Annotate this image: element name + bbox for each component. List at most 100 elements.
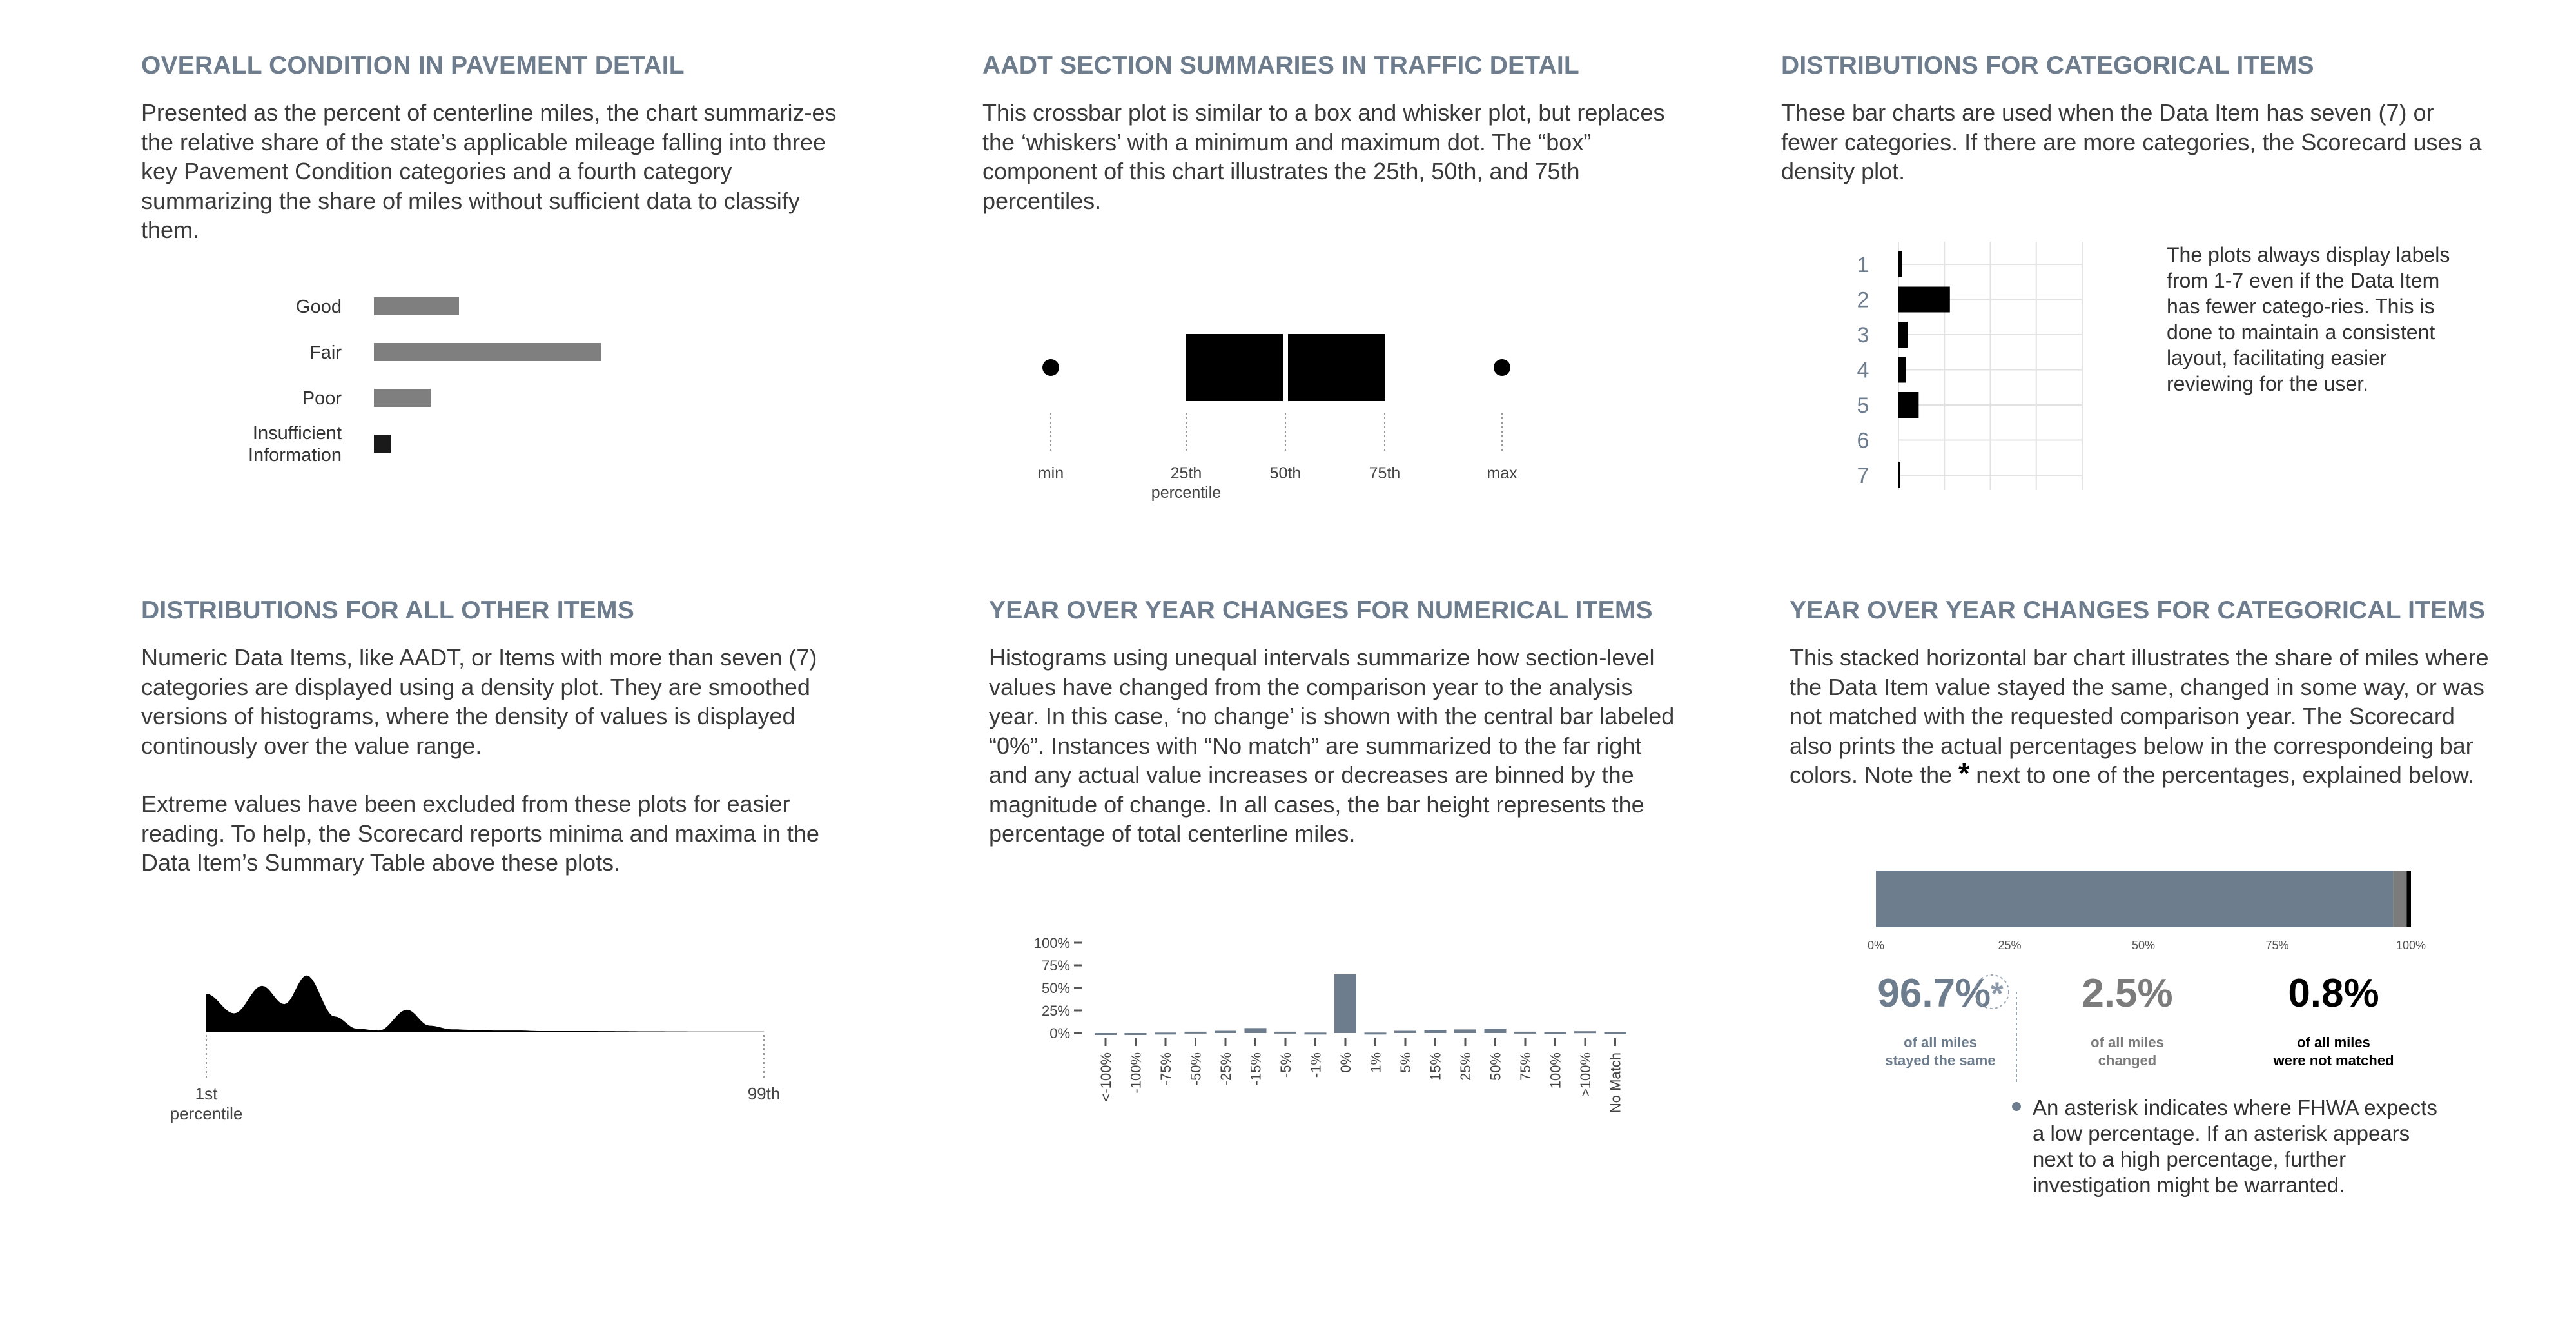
panel-title: OVERALL CONDITION IN PAVEMENT DETAIL <box>141 52 685 79</box>
x-tick-label: -25% <box>1218 1052 1234 1085</box>
panel-title: AADT SECTION SUMMARIES IN TRAFFIC DETAIL <box>982 52 1579 79</box>
stat-caption: of all miles were not matched <box>2250 1034 2417 1070</box>
panel-title: DISTRIBUTIONS FOR ALL OTHER ITEMS <box>141 596 634 624</box>
stat-percent: 2.5% <box>2082 971 2173 1016</box>
stat-value: 2.5% <box>2044 970 2211 1017</box>
asterisk-callout <box>1975 974 2021 1111</box>
axis-label: 1st <box>195 1084 218 1103</box>
x-tick-label: 5% <box>1398 1052 1414 1073</box>
bar <box>1604 1032 1626 1034</box>
bar <box>1898 357 1906 383</box>
stacked-segment <box>1876 871 2394 927</box>
panel-yoy-categorical: YEAR OVER YEAR CHANGES FOR CATEGORICAL I… <box>1790 596 2492 790</box>
x-tick-label: 100% <box>2396 939 2426 952</box>
stat-caption: of all miles stayed the same <box>1857 1034 2024 1070</box>
bar <box>1215 1030 1236 1033</box>
bar <box>1514 1031 1536 1034</box>
bar <box>1184 1031 1207 1034</box>
tick-label: min <box>1038 464 1064 482</box>
bar <box>1544 1032 1566 1034</box>
categorical-note: The plots always display labels from 1-7… <box>2167 243 2450 395</box>
x-tick-label: 75% <box>1517 1052 1534 1081</box>
stat-percent: 96.7% <box>1877 971 1991 1016</box>
bar <box>1274 1031 1296 1034</box>
bar <box>1394 1030 1416 1033</box>
x-tick-label: -100% <box>1128 1052 1144 1094</box>
stat-caption-line: were not matched <box>2273 1052 2394 1068</box>
panel-text: These bar charts are used when the Data … <box>1781 99 2482 184</box>
x-tick-label: 50% <box>2132 939 2155 952</box>
y-tick-label: 50% <box>1042 980 1070 996</box>
x-tick-label: >100% <box>1577 1052 1594 1097</box>
x-tick-label: 50% <box>1488 1052 1504 1081</box>
x-tick-label: -1% <box>1308 1052 1324 1078</box>
category-label: 6 <box>1857 429 1869 453</box>
x-tick-label: 15% <box>1428 1052 1444 1081</box>
y-tick-label: 0% <box>1049 1025 1070 1041</box>
x-tick-label: 0% <box>1338 1052 1354 1073</box>
x-tick-label: 25% <box>1458 1052 1474 1081</box>
panel-overall-condition: OVERALL CONDITION IN PAVEMENT DETAIL Pre… <box>141 52 863 245</box>
bar <box>1898 462 1900 488</box>
bar-label: Information <box>248 445 342 466</box>
asterisk-icon: * <box>1958 758 1970 789</box>
text-before-star: This stacked horizontal bar chart illust… <box>1790 644 2489 788</box>
panel-body: Histograms using unequal intervals summa… <box>989 643 1685 849</box>
category-label: 3 <box>1857 323 1869 348</box>
box-upper-half <box>1288 334 1385 401</box>
bar <box>374 435 391 453</box>
box-lower-half <box>1186 334 1283 401</box>
x-tick-label: 0% <box>1868 939 1884 952</box>
tick-label: max <box>1487 464 1517 482</box>
panel-body: This stacked horizontal bar chart illust… <box>1790 643 2492 790</box>
panel-text: Presented as the percent of centerline m… <box>141 99 837 243</box>
y-tick-label: 100% <box>1034 935 1070 951</box>
bar <box>1484 1029 1507 1033</box>
max-dot <box>1494 359 1510 376</box>
stat-caption-line: of all miles <box>1904 1034 1977 1050</box>
density-area <box>206 975 764 1032</box>
panel-body: This crossbar plot is similar to a box a… <box>982 98 1679 215</box>
bar <box>1898 286 1950 313</box>
bar <box>1574 1031 1596 1034</box>
y-tick-label: 25% <box>1042 1003 1070 1019</box>
bar <box>1124 1033 1147 1035</box>
bar <box>1898 322 1908 348</box>
yoy-histogram: 0% 25% 50% 75% 100% <-100% -100% -75% -50% -25% -1… <box>1034 935 1626 1113</box>
x-tick-label: <-100% <box>1098 1052 1114 1101</box>
stat-caption-line: changed <box>2098 1052 2157 1068</box>
tick-label: 75th <box>1369 464 1401 482</box>
x-tick-label: 1% <box>1368 1052 1384 1073</box>
stat-caption-line: of all miles <box>2091 1034 2164 1050</box>
panel-text: This crossbar plot is similar to a box a… <box>982 99 1665 214</box>
panel-text: This stacked horizontal bar chart illust… <box>1790 643 2492 790</box>
bar <box>374 389 431 407</box>
panel-text: Histograms using unequal intervals summa… <box>989 644 1675 847</box>
panel-title: YEAR OVER YEAR CHANGES FOR NUMERICAL ITE… <box>989 596 1653 624</box>
stacked-segment <box>2406 871 2411 927</box>
stat-caption: of all miles changed <box>2044 1034 2211 1070</box>
stat-not-matched: 0.8% of all miles were not matched <box>2250 970 2417 1070</box>
panel-categorical: DISTRIBUTIONS FOR CATEGORICAL ITEMS Thes… <box>1781 52 2490 186</box>
panel-aadt: AADT SECTION SUMMARIES IN TRAFFIC DETAIL… <box>982 52 1679 215</box>
bar <box>1898 251 1902 277</box>
bar <box>1244 1028 1267 1033</box>
bar <box>374 297 459 315</box>
x-tick-label: -75% <box>1158 1052 1174 1085</box>
text-after-star: next to one of the percentages, explaine… <box>1976 762 2474 788</box>
stat-asterisk: * <box>1991 976 2004 1012</box>
bar <box>1424 1030 1447 1033</box>
bar-label: Fair <box>309 342 342 363</box>
stat-stayed-same: 96.7%* of all miles stayed the same <box>1857 970 2024 1070</box>
y-tick-label: 75% <box>1042 958 1070 974</box>
tick-label: percentile <box>1151 484 1221 502</box>
callout-bullet-icon <box>2012 1102 2021 1111</box>
categorical-bar-chart: 1 2 3 4 5 6 7 <box>1857 242 2083 490</box>
panel-body: These bar charts are used when the Data … <box>1781 98 2490 186</box>
x-tick-label: 25% <box>1998 939 2021 952</box>
panel-yoy-numerical: YEAR OVER YEAR CHANGES FOR NUMERICAL ITE… <box>989 596 1685 849</box>
bar-label: Insufficient <box>253 423 342 444</box>
category-label: 5 <box>1857 393 1869 418</box>
